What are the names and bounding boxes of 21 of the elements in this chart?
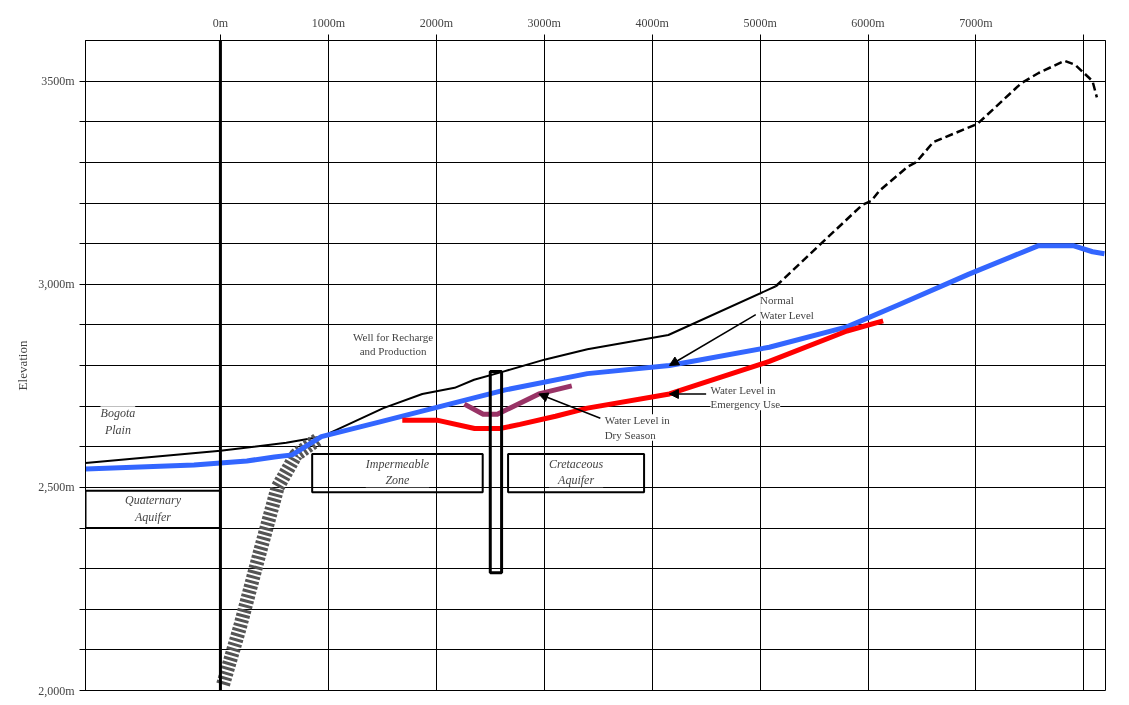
y-axis-title: Elevation: [15, 340, 31, 391]
series-label: Normal Water Level: [760, 294, 814, 321]
annotation: Quaternary Aquifer: [124, 493, 182, 524]
y-tick-label: 3500m: [41, 74, 76, 89]
x-tick-label: 5000m: [743, 15, 778, 30]
annotation: Bogota Plain: [100, 406, 136, 437]
annotation: Well for Recharge and Production: [353, 330, 434, 358]
text: Water Level in Dry Season: [604, 414, 671, 441]
series-label: Water Level in Emergency Use: [710, 383, 781, 411]
y-tick-label: 2,000m: [38, 683, 76, 698]
x-tick-label: 0m: [212, 15, 229, 30]
x-tick-label: 1000m: [311, 15, 346, 30]
x-tick-label: 3000m: [527, 15, 562, 30]
y-tick-label: 2,500m: [38, 480, 76, 495]
y-tick-label: 3,000m: [38, 277, 76, 292]
x-tick-label: 7000m: [959, 15, 994, 30]
annotation: Impermeable Zone: [364, 456, 430, 488]
x-tick-label: 4000m: [635, 15, 670, 30]
x-tick-label: 2000m: [419, 15, 454, 30]
annotation: Cretaceous Aquifer: [548, 456, 604, 488]
x-tick-label: 6000m: [851, 15, 886, 30]
